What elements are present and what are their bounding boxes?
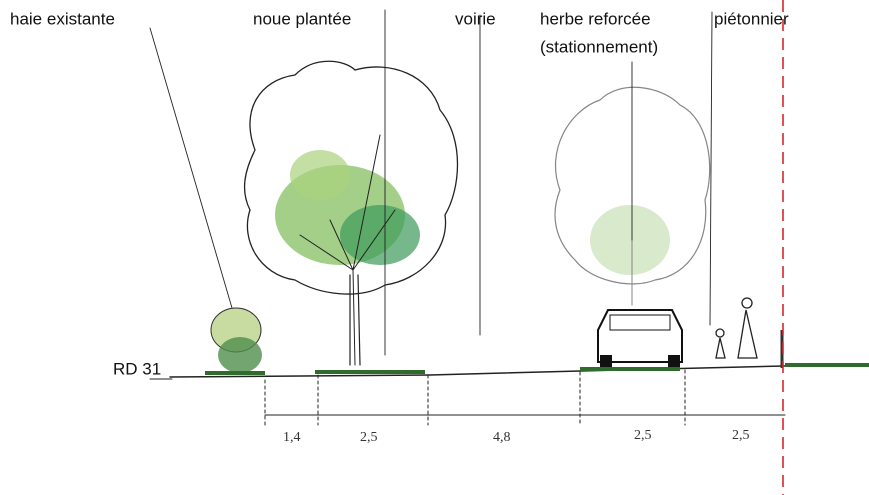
street-section: haie existante noue plantée voirie herbe… — [0, 0, 869, 495]
label: (stationnement) — [540, 37, 658, 56]
dimension: 1,4 — [283, 430, 301, 445]
dimension-line — [265, 370, 785, 425]
label: herbe reforcée — [540, 9, 651, 28]
tree — [245, 61, 458, 365]
label: voirie — [455, 9, 496, 28]
label: noue plantée — [253, 9, 351, 28]
dimension: 4,8 — [493, 430, 511, 445]
pedestrians — [716, 298, 757, 358]
road-label: RD 31 — [113, 359, 161, 378]
label: haie existante — [10, 9, 115, 28]
car — [598, 310, 682, 367]
hedge — [211, 308, 262, 373]
label: piétonnier — [714, 9, 789, 28]
ground-line — [170, 364, 869, 377]
dimension: 2,5 — [360, 430, 378, 445]
dimension: 2,5 — [634, 428, 652, 443]
dimension: 2,5 — [732, 428, 750, 443]
